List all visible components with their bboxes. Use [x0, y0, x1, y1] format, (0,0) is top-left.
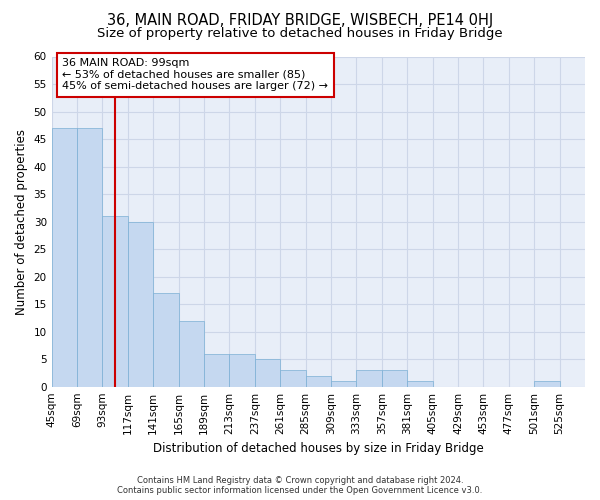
Bar [153, 293, 179, 386]
Bar [382, 370, 407, 386]
Bar [103, 216, 128, 386]
Bar [52, 128, 77, 386]
Bar [77, 128, 103, 386]
Bar [179, 320, 204, 386]
Bar [204, 354, 229, 386]
Text: 36 MAIN ROAD: 99sqm
← 53% of detached houses are smaller (85)
45% of semi-detach: 36 MAIN ROAD: 99sqm ← 53% of detached ho… [62, 58, 328, 92]
Text: Size of property relative to detached houses in Friday Bridge: Size of property relative to detached ho… [97, 28, 503, 40]
Bar [229, 354, 255, 386]
Bar [534, 381, 560, 386]
Text: 36, MAIN ROAD, FRIDAY BRIDGE, WISBECH, PE14 0HJ: 36, MAIN ROAD, FRIDAY BRIDGE, WISBECH, P… [107, 12, 493, 28]
Bar [356, 370, 382, 386]
Y-axis label: Number of detached properties: Number of detached properties [15, 128, 28, 314]
Text: Contains HM Land Registry data © Crown copyright and database right 2024.
Contai: Contains HM Land Registry data © Crown c… [118, 476, 482, 495]
Bar [255, 359, 280, 386]
Bar [128, 222, 153, 386]
X-axis label: Distribution of detached houses by size in Friday Bridge: Distribution of detached houses by size … [153, 442, 484, 455]
Bar [407, 381, 433, 386]
Bar [305, 376, 331, 386]
Bar [280, 370, 305, 386]
Bar [331, 381, 356, 386]
